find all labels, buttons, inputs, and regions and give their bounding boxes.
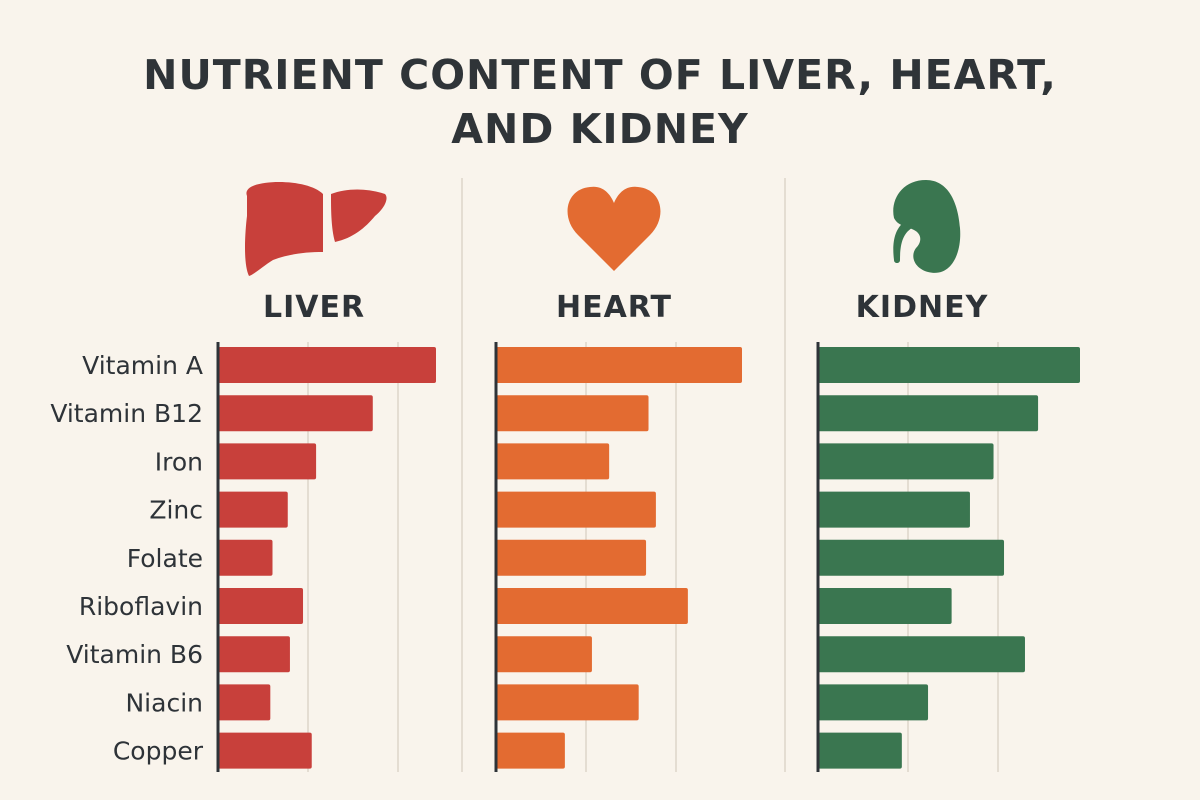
liver-icon [245,182,387,276]
panel-liver: LIVER [216,182,436,772]
bar-heart [496,443,610,480]
bar-heart [496,539,647,576]
category-label: Copper [113,737,204,766]
category-label: Iron [155,447,203,476]
heart-icon [567,186,661,271]
category-label: Vitamin B12 [50,399,203,428]
bar-liver [218,395,373,432]
panel-kidney: KIDNEY [816,180,1080,772]
bar-kidney [818,347,1080,383]
chart-title-line-2: AND KIDNEY [451,105,749,153]
bar-kidney [818,443,994,480]
bar-liver [218,347,436,383]
bar-kidney [818,636,1025,673]
bar-kidney [818,588,952,624]
category-label: Zinc [149,496,203,525]
bar-heart [496,636,592,673]
chart-title: NUTRIENT CONTENT OF LIVER, HEART, AND KI… [0,48,1200,156]
panel-heart: HEART [494,186,742,772]
bar-heart [496,588,688,624]
panel-heading: KIDNEY [856,290,989,325]
bar-heart [496,491,656,528]
bar-kidney [818,395,1039,432]
bar-heart [496,395,649,432]
category-label: Vitamin B6 [66,640,203,669]
bar-liver [218,588,304,624]
bar-heart [496,684,639,721]
category-label: Vitamin A [82,351,203,380]
bar-heart [496,347,742,383]
bar-liver [218,684,271,721]
category-label: Riboflavin [79,592,203,621]
chart-title-line-1: NUTRIENT CONTENT OF LIVER, HEART, [143,51,1057,99]
category-labels: Vitamin A Vitamin B12 Iron Zinc Folate Ribofl… [50,351,203,766]
category-label: Niacin [125,688,203,717]
panel-heading: HEART [556,290,672,325]
bar-kidney [818,684,929,721]
bar-kidney [818,539,1005,576]
bar-liver [218,636,290,673]
bar-liver [218,443,317,480]
chart-panels: LIVER HEART KIDNEY [216,180,1080,772]
category-label: Folate [127,544,203,573]
bar-kidney [818,491,970,528]
bar-heart [496,732,565,769]
bar-liver [218,491,288,528]
bar-liver [218,732,312,769]
kidney-icon [893,180,961,273]
panel-heading: LIVER [263,290,365,325]
bar-kidney [818,732,902,769]
bar-liver [218,539,273,576]
